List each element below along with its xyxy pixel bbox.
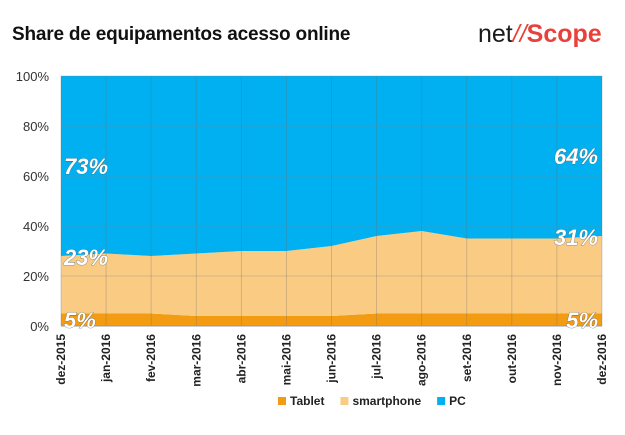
x-tick-label: nov-2016 [550,334,564,386]
logo-suffix: Scope [526,20,602,48]
x-tick-label: mar-2016 [189,334,203,387]
data-label-smartphone: 23% [63,245,108,270]
x-tick-label: jun-2016 [325,334,339,384]
x-tick-label: jan-2016 [99,334,113,383]
area-pc [61,76,602,256]
y-tick-label: 20% [23,269,49,284]
x-tick-label: mai-2016 [279,334,293,386]
x-tick-label: jul-2016 [370,334,384,380]
data-label-smartphone: 31% [554,225,598,250]
x-tick-label: abr-2016 [234,334,248,384]
y-tick-label: 100% [16,69,50,84]
y-tick-label: 80% [23,119,49,134]
data-label-pc: 73% [64,154,108,179]
y-tick-label: 40% [23,219,49,234]
legend-label-smartphone: smartphone [352,394,421,408]
data-label-tablet: 5% [566,308,598,333]
chart-title: Share de equipamentos acesso online [12,24,351,45]
x-tick-label: dez-2015 [54,334,68,385]
x-tick-label: set-2016 [460,334,474,382]
legend-swatch-pc [437,397,446,405]
x-tick-label: dez-2016 [595,334,609,385]
logo-slashes: // [512,20,527,48]
data-label-pc: 64% [554,144,598,169]
x-tick-label: fev-2016 [144,334,158,382]
data-label-tablet: 5% [64,308,96,333]
legend-label-tablet: Tablet [290,394,324,408]
x-tick-label: ago-2016 [415,334,429,386]
netscope-logo: net//Scope [478,20,602,49]
area-tablet [61,313,602,326]
area-smartphone [61,231,602,316]
y-tick-label: 0% [30,319,49,334]
legend-label-pc: PC [449,394,466,408]
y-tick-label: 60% [23,169,49,184]
logo-prefix: net [478,20,513,48]
legend-swatch-smartphone [340,397,349,405]
x-tick-label: out-2016 [505,334,519,384]
legend-swatch-tablet [278,397,286,405]
